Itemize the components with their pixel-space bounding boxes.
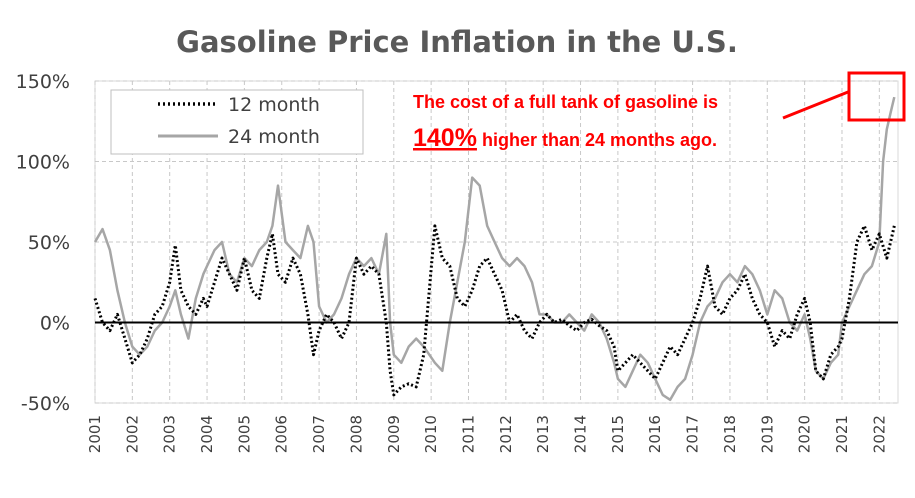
y-tick-label: 150% [16, 71, 70, 93]
x-tick-label: 2018 [721, 415, 739, 453]
x-tick-label: 2007 [310, 415, 328, 453]
annotation-line-1: The cost of a full tank of gasoline is [413, 92, 718, 112]
x-tick-label: 2012 [497, 415, 515, 453]
x-tick-label: 2014 [572, 415, 590, 453]
y-tick-label: 50% [28, 232, 70, 254]
annotation-line-2: 140% higher than 24 months ago. [413, 124, 717, 152]
legend: 12 month 24 month [110, 89, 364, 155]
chart-title: Gasoline Price Inflation in the U.S. [176, 25, 738, 59]
gridlines [94, 80, 899, 404]
x-tick-label: 2004 [198, 415, 216, 453]
series-line-12-month [93, 224, 896, 397]
x-tick-label: 2015 [609, 415, 627, 453]
x-tick-label: 2013 [534, 415, 552, 453]
x-tick-label: 2008 [347, 415, 365, 453]
annotation-arrow-line [782, 90, 849, 120]
x-tick-label: 2009 [385, 415, 403, 453]
x-tick-label: 2010 [422, 415, 440, 453]
y-tick-label: -50% [21, 393, 70, 415]
annotation-highlight-box [847, 71, 906, 122]
x-tick-label: 2001 [86, 415, 104, 453]
x-tick-label: 2003 [161, 415, 179, 453]
y-tick-label: 100% [16, 152, 70, 174]
x-tick-label: 2002 [123, 415, 141, 453]
x-tick-label: 2021 [833, 415, 851, 453]
y-tick-label: 0% [40, 313, 70, 335]
legend-box [110, 89, 364, 155]
x-tick-label: 2005 [235, 415, 253, 453]
x-tick-label: 2006 [273, 415, 291, 453]
x-tick-label: 2019 [758, 415, 776, 453]
annotation-highlight: 140% [413, 124, 477, 152]
x-tick-label: 2020 [796, 415, 814, 453]
annotation-rest: higher than 24 months ago. [477, 130, 717, 150]
x-tick-label: 2016 [646, 415, 664, 453]
x-tick-label: 2022 [870, 415, 888, 453]
axes: -50% 0% 50% 100% 150% 2001 2002 2003 2004 2005 200… [16, 71, 898, 453]
series-lines [93, 96, 896, 402]
legend-label-12-month: 12 month [228, 94, 320, 116]
x-tick-label: 2011 [459, 415, 477, 453]
legend-label-24-month: 24 month [228, 126, 320, 148]
annotation: The cost of a full tank of gasoline is 1… [413, 71, 906, 152]
x-tick-label: 2017 [684, 415, 702, 453]
